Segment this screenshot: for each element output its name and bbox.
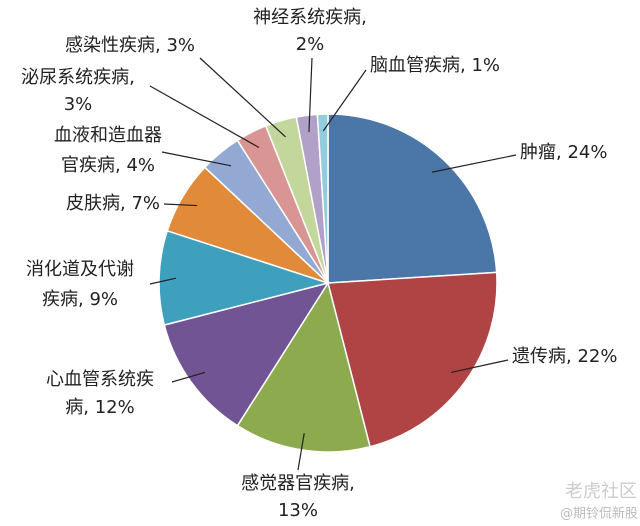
pie-slice bbox=[327, 271, 498, 448]
pie-slice bbox=[158, 229, 331, 326]
data-label: 2% bbox=[296, 34, 325, 55]
leader-line bbox=[450, 359, 509, 373]
data-label: 心血管系统疾 bbox=[46, 369, 154, 390]
leader-line bbox=[431, 154, 517, 173]
leader-line bbox=[163, 203, 198, 207]
data-label: 消化道及代谢 bbox=[26, 259, 134, 280]
data-label: 神经系统疾病, bbox=[253, 7, 367, 28]
leader-line bbox=[149, 85, 260, 149]
watermark: 老虎社区 bbox=[565, 481, 637, 502]
pie-slice bbox=[316, 113, 329, 284]
data-label: 13% bbox=[278, 500, 318, 521]
data-label: 泌尿系统疾病, bbox=[21, 67, 135, 88]
data-label: 感染性疾病, 3% bbox=[65, 35, 195, 56]
data-label: 脑血管疾病, 1% bbox=[370, 55, 500, 76]
leader-line bbox=[199, 57, 286, 138]
leader-line bbox=[171, 371, 206, 383]
leader-line bbox=[161, 151, 232, 167]
data-label: 遗传病, 22% bbox=[512, 346, 617, 367]
watermark: @期铃侃新股 bbox=[560, 506, 638, 522]
data-label: 肿瘤, 24% bbox=[520, 142, 607, 163]
pie-slice bbox=[327, 113, 498, 284]
pie-slice bbox=[163, 281, 330, 427]
leader-line bbox=[297, 433, 305, 471]
data-label: 感觉器官疾病, bbox=[241, 473, 355, 494]
leader-line bbox=[149, 277, 177, 285]
data-label: 血液和造血器 bbox=[54, 125, 162, 146]
data-label: 3% bbox=[64, 94, 93, 115]
data-label: 病, 12% bbox=[65, 397, 134, 418]
leader-line bbox=[322, 69, 367, 132]
data-label: 疾病, 9% bbox=[42, 289, 118, 310]
data-label: 皮肤病, 7% bbox=[66, 193, 160, 214]
data-label: 官疾病, 4% bbox=[61, 155, 155, 176]
leader-line bbox=[308, 57, 313, 133]
